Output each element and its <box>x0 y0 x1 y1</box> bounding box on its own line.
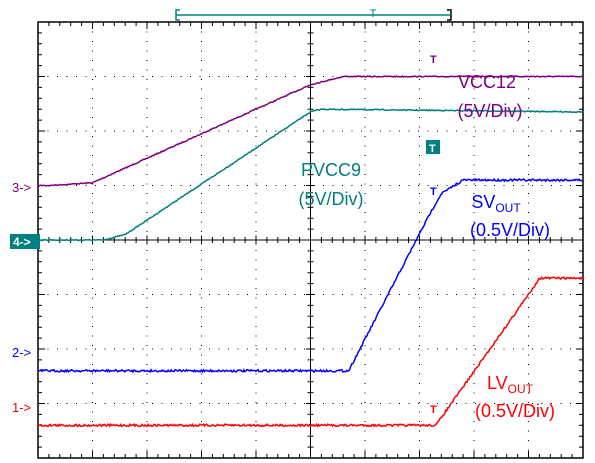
pvcc9-scale-label: (5V/Div) <box>298 189 363 209</box>
pvcc9-trigger-marker: T <box>429 143 436 155</box>
trigger-bar-right-bracket <box>447 9 452 21</box>
lvout-scale-label: (0.5V/Div) <box>475 401 555 421</box>
vcc12-label: VCC12 <box>458 72 516 92</box>
channel-4-marker-box <box>10 234 40 249</box>
svout-scale-label: (0.5V/Div) <box>470 220 550 240</box>
trigger-bar-label: T <box>370 8 377 20</box>
channel-3-marker: 3-> <box>12 180 31 195</box>
vcc12-scale-label: (5V/Div) <box>457 101 522 121</box>
channel-2-marker: 2-> <box>12 345 31 360</box>
trigger-position-bar: T <box>175 8 452 21</box>
lvout-label-main: LV <box>487 373 508 393</box>
traces <box>37 74 584 428</box>
graticule-ticks <box>38 22 583 458</box>
trace-channel-3 <box>37 74 584 187</box>
trace-channel-1 <box>37 276 584 428</box>
vcc12-trigger-marker: T <box>430 54 437 66</box>
svout-label-main: SV <box>471 192 495 212</box>
lvout-trigger-marker: T <box>430 404 437 416</box>
pvcc9-label: PVCC9 <box>301 160 361 180</box>
pvcc9-trigger-marker-box <box>426 140 440 154</box>
lvout-label: LVOUT <box>487 373 534 396</box>
trace-trigger-markers: T T T T <box>426 54 440 416</box>
channel-markers: 3-> 4-> 2-> 1-> <box>10 180 40 415</box>
svout-label: SVOUT <box>471 192 521 215</box>
trace-channel-4 <box>37 108 584 242</box>
channel-4-marker: 4-> <box>13 235 31 249</box>
svout-label-subscript: OUT <box>495 201 521 215</box>
trace-channel-2 <box>37 177 583 374</box>
svout-trigger-marker: T <box>430 186 437 198</box>
annotations: VCC12 (5V/Div) PVCC9 (5V/Div) SVOUT (0.5… <box>298 72 555 421</box>
lvout-label-subscript: OUT <box>508 382 534 396</box>
channel-1-marker: 1-> <box>12 400 31 415</box>
